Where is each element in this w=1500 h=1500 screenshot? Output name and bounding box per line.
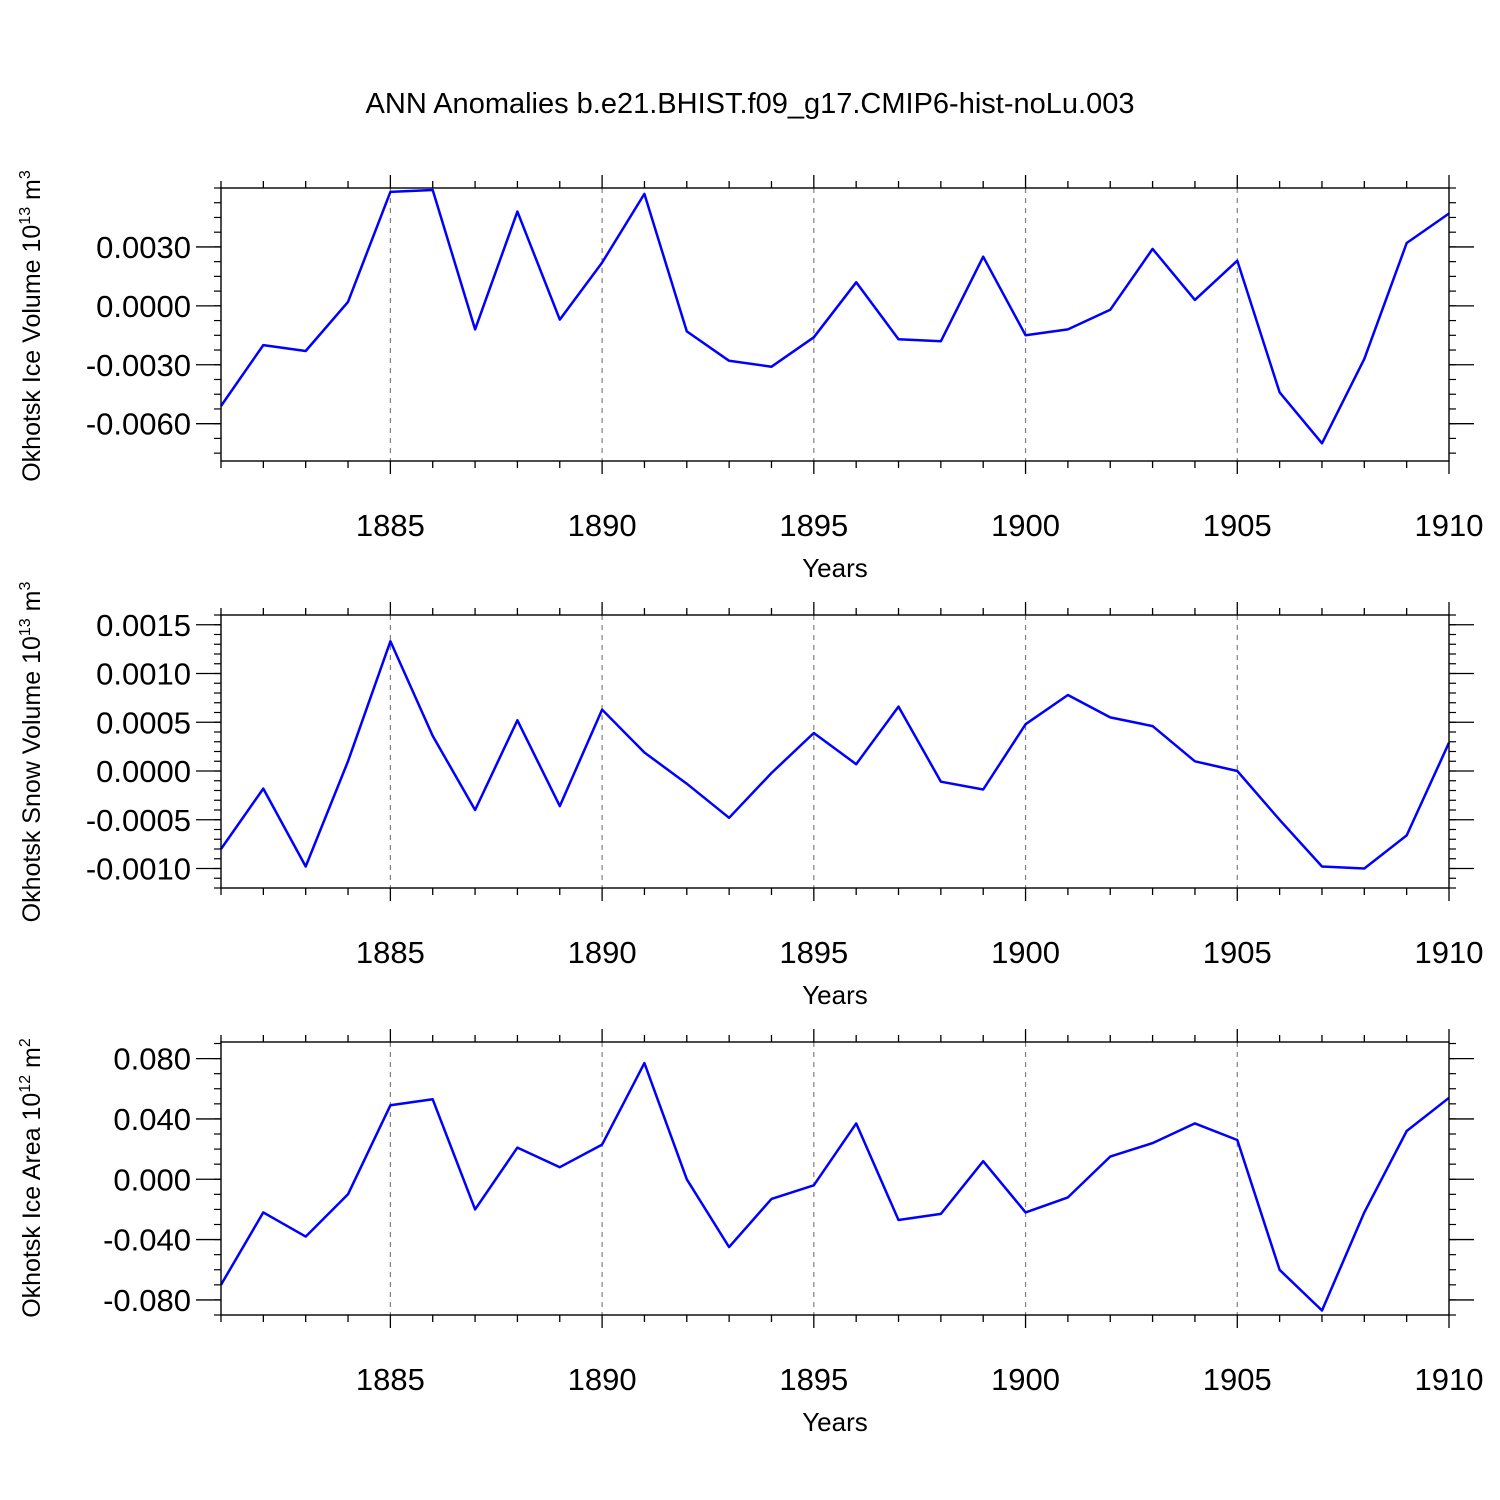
y-tick-label: 0.0000 (96, 289, 191, 324)
x-tick-label: 1905 (1203, 508, 1272, 543)
plot-frame (220, 614, 1450, 889)
y-axis-title-unit: m (18, 591, 46, 619)
y-tick-label: -0.080 (103, 1283, 191, 1318)
series-line (219, 188, 1450, 445)
x-axis-title: Years (802, 553, 868, 583)
x-tick-label: 1890 (568, 935, 637, 970)
x-tick-label: 1900 (991, 508, 1060, 543)
y-tick-label: 0.0005 (96, 705, 191, 740)
x-tick-label: 1900 (991, 1362, 1060, 1397)
panel-3: 0.080 0.040 0.000 -0.040 -0.080 1885 1890 1895 1… (17, 1029, 1483, 1437)
y-axis-title-exponent: 13 (17, 618, 34, 636)
x-tick-label: 1885 (356, 935, 425, 970)
x-tick-label: 1885 (356, 508, 425, 543)
panel-2: 0.0015 0.0010 0.0005 0.0000 -0.0005 -0.0010 18… (17, 582, 1483, 1010)
x-axis-title: Years (802, 980, 868, 1010)
y-tick-label: -0.040 (103, 1223, 191, 1258)
y-tick-label: 0.080 (113, 1042, 191, 1077)
panels-container: 0.0030 0.0000 -0.0030 -0.0060 1885 1890 1895 19… (17, 170, 1483, 1437)
y-tick-label: 0.000 (113, 1162, 191, 1197)
y-axis-title: Okhotsk Snow Volume 1013 m3 (17, 582, 46, 923)
y-axis-title-unit-exponent: 3 (17, 582, 34, 591)
y-axis-title-unit: m (18, 179, 46, 207)
x-tick-label: 1895 (779, 1362, 848, 1397)
y-axis-title-text: Okhotsk Ice Area 10 (18, 1093, 46, 1318)
y-axis-title-text: Okhotsk Snow Volume 10 (18, 636, 46, 922)
x-tick-label: 1910 (1415, 1362, 1484, 1397)
x-tick-label: 1895 (779, 508, 848, 543)
x-axis-title: Years (802, 1407, 868, 1437)
y-axis-title-text: Okhotsk Ice Volume 10 (18, 225, 46, 482)
y-tick-label: 0.0015 (96, 608, 191, 643)
plot-frame (220, 1041, 1450, 1316)
x-tick-label: 1885 (356, 1362, 425, 1397)
y-tick-label: -0.0030 (86, 348, 191, 383)
y-axis-title: Okhotsk Ice Area 1012 m2 (17, 1038, 46, 1318)
y-tick-label: 0.0030 (96, 230, 191, 265)
y-tick-label: 0.0000 (96, 754, 191, 789)
x-tick-label: 1890 (568, 1362, 637, 1397)
x-tick-label: 1895 (779, 935, 848, 970)
y-axis-title-exponent: 12 (17, 1075, 34, 1093)
y-axis-title-unit-exponent: 2 (17, 1038, 34, 1047)
x-tick-label: 1900 (991, 935, 1060, 970)
figure-title: ANN Anomalies b.e21.BHIST.f09_g17.CMIP6-… (366, 88, 1135, 120)
y-axis-title-unit: m (18, 1047, 46, 1075)
plot-frame (220, 187, 1450, 462)
y-tick-label: 0.040 (113, 1102, 191, 1137)
x-tick-label: 1910 (1415, 935, 1484, 970)
series-line (219, 1061, 1450, 1312)
x-tick-label: 1910 (1415, 508, 1484, 543)
y-tick-label: -0.0005 (86, 803, 191, 838)
x-tick-label: 1905 (1203, 935, 1272, 970)
x-tick-label: 1890 (568, 508, 637, 543)
y-tick-label: 0.0010 (96, 657, 191, 692)
x-tick-label: 1905 (1203, 1362, 1272, 1397)
y-tick-label: -0.0060 (86, 407, 191, 442)
y-axis-title-unit-exponent: 3 (17, 170, 34, 179)
series-line (219, 640, 1451, 870)
panel-1: 0.0030 0.0000 -0.0030 -0.0060 1885 1890 1895 19… (17, 170, 1483, 583)
y-axis-title: Okhotsk Ice Volume 1013 m3 (17, 170, 46, 482)
y-tick-label: -0.0010 (86, 852, 191, 887)
y-axis-title-exponent: 13 (17, 207, 34, 225)
